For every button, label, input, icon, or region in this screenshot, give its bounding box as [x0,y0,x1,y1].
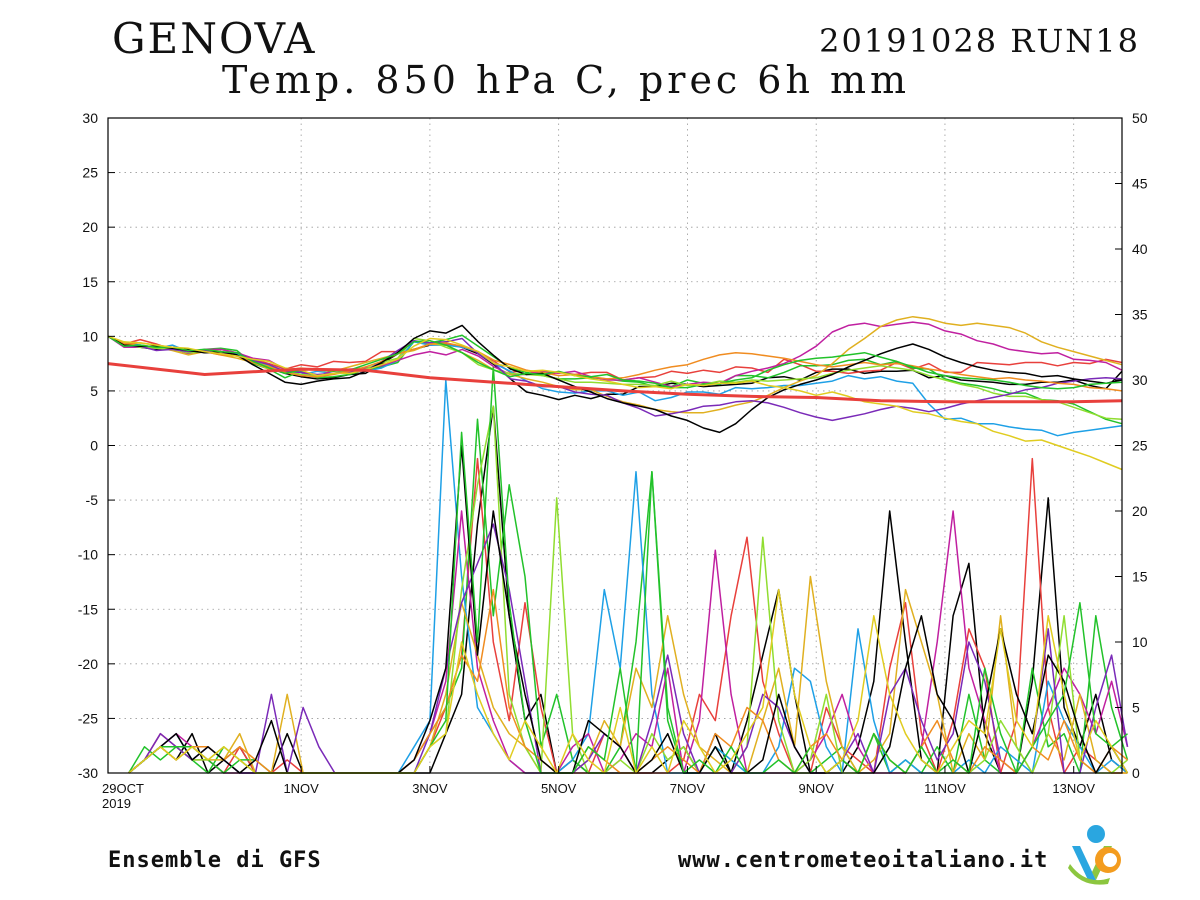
left-tick-label: -20 [78,656,98,672]
left-tick-label: -10 [78,547,98,563]
temp-member-line [107,335,1123,471]
left-tick-label: 10 [82,328,98,344]
right-tick-label: 40 [1132,241,1148,257]
left-tick-label: 25 [82,165,98,181]
right-tick-label: 0 [1132,765,1140,781]
right-tick-label: 20 [1132,503,1148,519]
x-tick-label: 7NOV [670,781,706,796]
right-tick-label: 35 [1132,307,1148,323]
precipitation-series [128,366,1129,774]
left-tick-label: 30 [82,110,98,126]
temperature-series [107,315,1123,471]
precip-member-line [128,457,1128,774]
x-tick-label: 13NOV [1052,781,1095,796]
chart-variable-title: Temp. 850 hPa C, prec 6h mm [222,58,911,102]
right-tick-label: 50 [1132,110,1148,126]
right-tick-label: 45 [1132,176,1148,192]
temp-member-line [107,324,1123,434]
x-tick-label: 9NOV [798,781,834,796]
temp-member-line [107,335,1123,422]
x-tick-label: 1NOV [283,781,319,796]
right-tick-label: 15 [1132,569,1148,585]
mean-temp-line [107,362,1123,404]
chart-location-title: GENOVA [112,14,317,63]
right-tick-label: 30 [1132,372,1148,388]
right-tick-label: 25 [1132,438,1148,454]
left-tick-label: -15 [78,601,98,617]
model-name-label: Ensemble di GFS [108,848,322,873]
x-tick-label: 2019 [102,796,131,811]
left-axis-ticks: 30 25 20 15 10 5 0 -5 -10 -15 -20 -25 -30 [78,110,115,781]
left-tick-label: 15 [82,274,98,290]
left-tick-label: 20 [82,219,98,235]
x-tick-label: 29OCT [102,781,144,796]
mean-temperature-series [107,362,1123,404]
temp-member-line [107,335,1123,381]
left-tick-label: 0 [90,438,98,454]
left-tick-label: -5 [86,492,99,508]
centrometeoitaliano-logo-icon [1068,825,1121,885]
left-tick-label: -30 [78,765,98,781]
website-link[interactable]: www.centrometeoitaliano.it [678,848,1049,873]
model-run-label: 20191028 RUN18 [819,22,1140,60]
grid-lines [108,118,1122,773]
x-tick-label: 5NOV [541,781,577,796]
x-tick-label: 11NOV [924,781,966,796]
left-tick-label: -25 [78,710,98,726]
right-tick-label: 10 [1132,634,1148,650]
precip-member-line [128,575,1128,774]
x-tick-label: 3NOV [412,781,448,796]
right-tick-label: 5 [1132,700,1140,716]
left-tick-label: 5 [90,383,98,399]
